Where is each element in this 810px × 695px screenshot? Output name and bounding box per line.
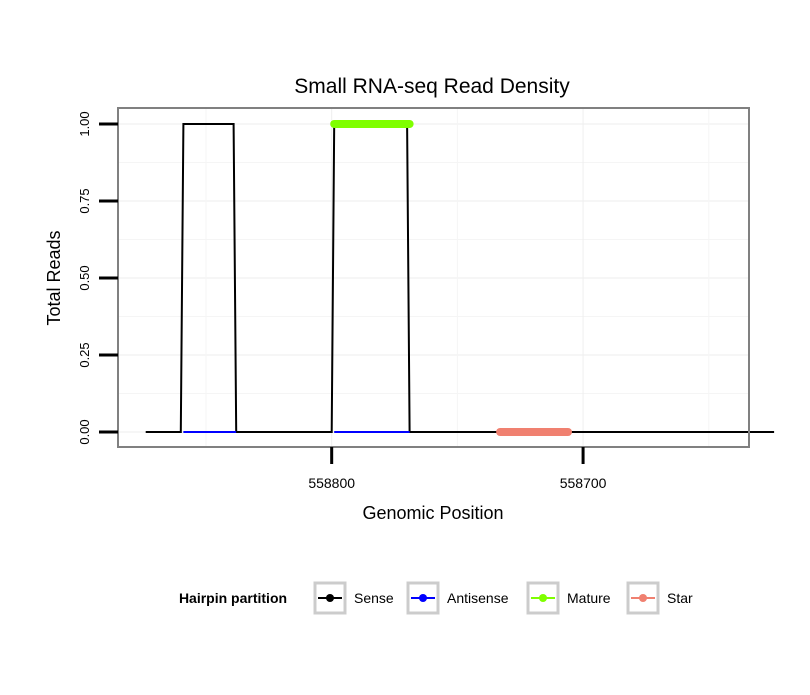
y-tick-label: 0.50 xyxy=(77,265,92,290)
legend-label-sense: Sense xyxy=(354,590,394,606)
x-axis-title: Genomic Position xyxy=(362,503,503,523)
legend-key-dot-mature xyxy=(539,594,547,602)
y-tick-label: 1.00 xyxy=(77,111,92,136)
y-tick-label: 0.00 xyxy=(77,419,92,444)
legend-key-dot-star xyxy=(639,594,647,602)
axes: 0.00 0.25 0.50 0.75 1.00 558800 558700 xyxy=(77,111,607,491)
chart-title: Small RNA-seq Read Density xyxy=(294,75,570,98)
legend-label-antisense: Antisense xyxy=(447,590,509,606)
legend-label-star: Star xyxy=(667,590,693,606)
legend-title: Hairpin partition xyxy=(179,590,287,606)
y-tick-label: 0.25 xyxy=(77,342,92,367)
legend: Hairpin partition Sense Antisense Mature Sta… xyxy=(179,581,693,615)
y-axis-title: Total Reads xyxy=(44,230,64,325)
x-tick-label: 558700 xyxy=(560,475,607,491)
legend-key-dot-antisense xyxy=(419,594,427,602)
y-tick-label: 0.75 xyxy=(77,188,92,213)
series-sense-line xyxy=(145,123,775,433)
x-tick-label: 558800 xyxy=(308,475,355,491)
legend-label-mature: Mature xyxy=(567,590,611,606)
series-layer xyxy=(145,120,775,436)
legend-key-dot-sense xyxy=(326,594,334,602)
